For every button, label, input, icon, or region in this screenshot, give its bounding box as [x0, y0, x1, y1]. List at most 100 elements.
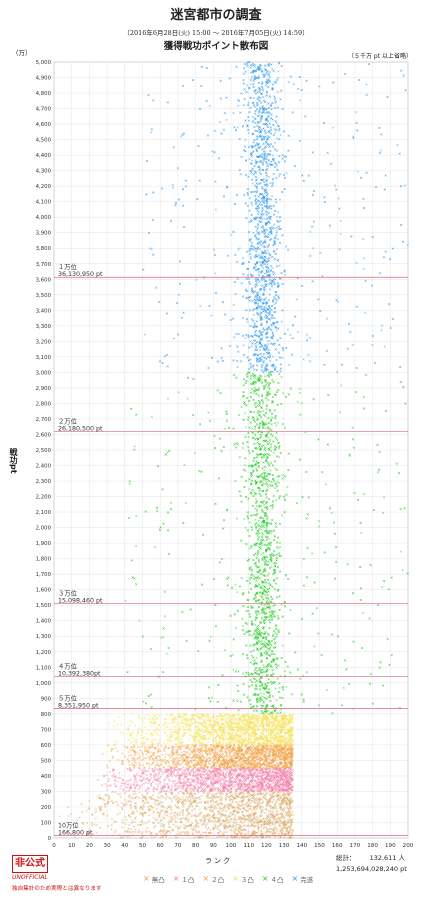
threshold-value-label: 8,351,950 pt — [58, 702, 99, 709]
x-tick-label: 0 — [52, 843, 56, 849]
threshold-rank-label: ５万位 — [58, 693, 78, 702]
x-tick-label: 50 — [139, 843, 147, 849]
x-tick-label: 190 — [385, 843, 396, 849]
y-axis-label: 戦功pt — [9, 448, 18, 474]
threshold-value-label: 15,098,460 pt — [58, 598, 103, 605]
series-points-1 — [96, 767, 294, 793]
chart-legend: × 無凸 × １凸 × ２凸 × ３凸 × ４凸 × 完遂 — [143, 874, 314, 885]
y-tick-label: 3,600 — [36, 277, 52, 283]
y-tick-label: 2,400 — [36, 464, 52, 470]
x-axis-label: ランク — [205, 857, 232, 865]
y-tick-label: 4,300 — [36, 169, 52, 175]
legend-marker-icon: × — [291, 874, 299, 883]
chart-title: 迷宮都市の調査 — [170, 8, 262, 23]
unofficial-note: 独自集計のため実際とは異なります — [12, 886, 102, 892]
y-tick-label: 4,700 — [36, 107, 52, 113]
x-tick-label: 20 — [86, 843, 94, 849]
legend-item-2: × ２凸 — [202, 874, 224, 885]
y-tick-label: 2,100 — [36, 510, 52, 516]
x-tick-label: 110 — [243, 843, 254, 849]
y-tick-label: 3,200 — [36, 339, 52, 345]
survey-period: （2016年6月28日(火) 15:00 〜 2016年7月05日(火) 14:… — [123, 29, 309, 37]
legend-marker-icon: × — [172, 874, 180, 883]
omission-note: （５千万 pt 以上省略） — [348, 53, 412, 60]
x-tick-label: 120 — [261, 843, 272, 849]
y-tick-label: 2,800 — [36, 401, 52, 407]
x-tick-label: 10 — [68, 843, 76, 849]
y-tick-label: 500 — [41, 758, 52, 764]
y-tick-label: 1,500 — [36, 603, 52, 609]
total-points: 1,253,694,028,240 pt — [336, 865, 407, 873]
x-tick-label: 60 — [157, 843, 165, 849]
x-tick-label: 90 — [210, 843, 218, 849]
y-tick-label: 4,100 — [36, 200, 52, 206]
y-tick-label: 300 — [41, 789, 52, 795]
y-tick-label: 400 — [41, 774, 52, 780]
threshold-value-label: 26,180,500 pt — [58, 426, 103, 433]
chart-subtitle: 獲得戦功ポイント散布図 — [163, 41, 269, 52]
x-tick-label: 70 — [174, 843, 182, 849]
legend-item-4: × ４凸 — [261, 874, 284, 885]
y-tick-label: 3,400 — [36, 308, 52, 314]
y-tick-label: 3,900 — [36, 231, 52, 237]
threshold-rank-label: 10万位 — [58, 820, 79, 829]
total-label: 総計： — [336, 854, 356, 862]
y-tick-label: 2,300 — [36, 479, 52, 485]
threshold-value-label: 166,800 pt — [58, 829, 93, 836]
y-tick-label: 4,600 — [36, 122, 52, 128]
legend-label: 完遂 — [300, 876, 314, 884]
x-tick-label: 130 — [279, 843, 290, 849]
y-tick-label: 1,600 — [36, 588, 52, 594]
y-tick-label: 1,900 — [36, 541, 52, 547]
y-tick-label: 200 — [41, 805, 52, 811]
y-tick-label: 1,200 — [36, 650, 52, 656]
y-tick-label: 5,000 — [36, 60, 52, 66]
legend-marker-icon: × — [261, 874, 269, 883]
y-tick-label: 4,200 — [36, 184, 52, 190]
threshold-rank-label: ４万位 — [58, 662, 78, 671]
y-tick-label: 4,500 — [36, 138, 52, 144]
y-tick-label: 700 — [41, 727, 52, 733]
unofficial-stamp: 非公式 — [12, 855, 48, 873]
x-tick-label: 80 — [192, 843, 200, 849]
y-tick-label: 4,900 — [36, 76, 52, 82]
y-tick-label: 2,500 — [36, 448, 52, 454]
series-points-4 — [124, 371, 409, 715]
threshold-rank-label: １万位 — [58, 262, 78, 271]
threshold-rank-label: ２万位 — [58, 417, 78, 426]
legend-item-5: × 完遂 — [291, 874, 314, 885]
y-tick-label: 3,500 — [36, 293, 52, 299]
y-tick-label: 1,400 — [36, 619, 52, 625]
x-tick-label: 160 — [332, 843, 343, 849]
y-unit-label: （万） — [12, 49, 32, 57]
y-tick-label: 3,000 — [36, 370, 52, 376]
y-tick-label: 2,900 — [36, 386, 52, 392]
x-tick-label: 170 — [350, 843, 361, 849]
x-tick-label: 100 — [226, 843, 237, 849]
x-tick-label: 30 — [104, 843, 112, 849]
y-tick-label: 4,000 — [36, 215, 52, 221]
legend-marker-icon: × — [143, 874, 150, 883]
y-tick-label: 3,700 — [36, 262, 52, 268]
y-tick-label: 900 — [41, 696, 52, 702]
y-tick-label: 3,100 — [36, 355, 52, 361]
y-tick-label: 0 — [48, 836, 52, 842]
series-points-3 — [108, 712, 294, 746]
unofficial-stamp-sub: UNOFFICIAL — [12, 874, 48, 881]
legend-item-0: × 無凸 — [143, 874, 165, 885]
legend-item-3: × ３凸 — [232, 874, 254, 885]
y-tick-label: 2,700 — [36, 417, 52, 423]
series-points-2 — [101, 743, 294, 770]
legend-label: 無凸 — [151, 876, 165, 884]
y-tick-label: 1,100 — [36, 665, 52, 671]
legend-label: ３凸 — [240, 876, 254, 884]
threshold-value-label: 10,392,380pt — [58, 671, 101, 678]
y-tick-label: 2,200 — [36, 495, 52, 501]
y-tick-label: 1,700 — [36, 572, 52, 578]
y-tick-label: 2,600 — [36, 432, 52, 438]
legend-item-1: × １凸 — [172, 874, 195, 885]
x-tick-label: 40 — [121, 843, 129, 849]
y-tick-label: 2,000 — [36, 526, 52, 532]
x-tick-label: 140 — [296, 843, 307, 849]
